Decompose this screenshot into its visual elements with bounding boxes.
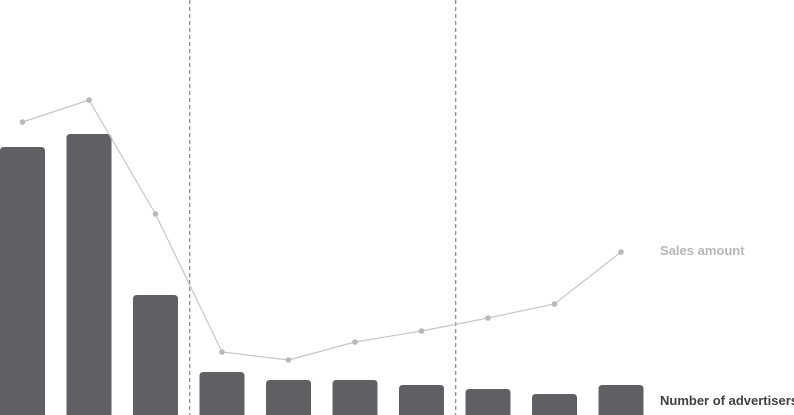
bar-number-of-advertisers-2 — [66, 134, 112, 415]
bar-series — [0, 134, 644, 415]
point-sales-amount-3 — [152, 211, 159, 217]
point-sales-amount-4 — [219, 349, 225, 355]
line-sales-amount — [22, 99, 622, 361]
bar-number-of-advertisers-10 — [598, 385, 644, 415]
point-sales-amount-9 — [551, 301, 558, 307]
bar-number-of-advertisers-4 — [199, 372, 245, 415]
sales-amount-series-label: Sales amount — [660, 243, 745, 258]
bar-number-of-advertisers-5 — [266, 380, 311, 415]
divider-group — [189, 0, 457, 415]
number-of-advertisers-series-label: Number of advertisers — [660, 393, 794, 408]
bar-number-of-advertisers-7 — [399, 385, 444, 415]
bar-number-of-advertisers-3 — [133, 295, 178, 415]
bar-number-of-advertisers-6 — [332, 380, 378, 415]
point-sales-amount-10 — [618, 249, 624, 255]
bar-number-of-advertisers-9 — [532, 394, 577, 415]
point-sales-amount-1 — [19, 119, 26, 125]
bar-number-of-advertisers-8 — [465, 389, 511, 415]
point-sales-amount-8 — [485, 315, 491, 321]
point-sales-amount-5 — [285, 357, 292, 363]
bar-number-of-advertisers-1 — [0, 147, 45, 415]
point-sales-amount-7 — [418, 328, 425, 334]
point-sales-amount-6 — [352, 339, 358, 345]
line-series — [19, 97, 624, 363]
point-sales-amount-2 — [86, 97, 92, 103]
